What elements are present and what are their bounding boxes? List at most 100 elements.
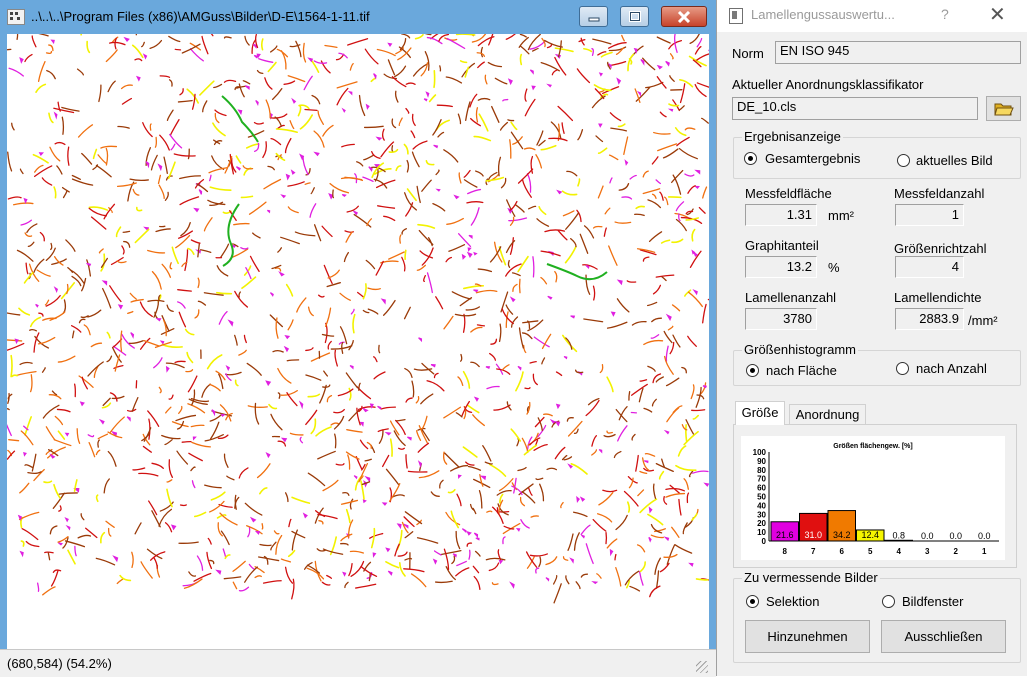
chart-value-label: 0.0 — [921, 531, 934, 541]
graphite-particle — [474, 253, 476, 255]
graphite-particle — [133, 189, 139, 195]
graphite-particle — [165, 192, 168, 200]
radio-selection-label[interactable]: Selektion — [766, 594, 819, 609]
graphite-particle — [535, 418, 544, 427]
graphite-particle — [142, 42, 145, 46]
graphite-particle — [459, 173, 461, 183]
graphite-particle — [691, 385, 694, 399]
chart-y-tick-label: 10 — [757, 528, 766, 537]
graphite-particle — [599, 148, 607, 153]
graphite-particle — [383, 455, 389, 466]
micrograph-view[interactable] — [7, 34, 709, 649]
graphite-particle — [127, 417, 130, 420]
radio-current-image-label[interactable]: aktuelles Bild — [916, 153, 993, 168]
graphite-particle — [49, 113, 53, 122]
graphite-particle — [241, 248, 248, 249]
radio-by-count-label[interactable]: nach Anzahl — [916, 361, 987, 376]
image-file-icon[interactable] — [7, 9, 25, 25]
help-button[interactable]: ? — [941, 6, 949, 22]
graphite-particle — [576, 582, 580, 589]
graphite-particle — [225, 157, 232, 173]
graphite-particle — [234, 224, 249, 225]
graphite-particle — [135, 523, 141, 534]
graphite-particle — [108, 452, 116, 467]
graphite-particle — [405, 307, 411, 318]
tab-size[interactable]: Größe — [735, 401, 785, 425]
graphite-particle — [558, 231, 567, 240]
radio-image-window-label[interactable]: Bildfenster — [902, 594, 963, 609]
graphite-particle — [159, 185, 164, 198]
graphite-particle — [592, 96, 605, 107]
radio-by-count[interactable] — [896, 362, 909, 375]
graphite-particle — [189, 572, 196, 576]
graphite-particle — [66, 433, 68, 435]
graphite-particle — [489, 34, 494, 45]
radio-selection[interactable] — [746, 595, 759, 608]
radio-current-image[interactable] — [897, 154, 910, 167]
graphite-particle — [366, 260, 374, 268]
classifier-label: Aktueller Anordnungsklassifikator — [732, 77, 924, 92]
graphite-particle — [159, 509, 171, 526]
graphite-particle — [221, 244, 229, 257]
resize-grip-icon[interactable] — [696, 661, 708, 673]
radio-by-area[interactable] — [746, 364, 759, 377]
image-window-titlebar[interactable]: ..\..\..\Program Files (x86)\AMGuss\Bild… — [0, 0, 716, 34]
minimize-button[interactable] — [579, 6, 608, 27]
graphite-particle — [605, 208, 610, 214]
graphite-particle — [471, 119, 481, 126]
radio-overall-result[interactable] — [744, 152, 757, 165]
graphite-particle — [48, 447, 66, 458]
evaluation-dialog: Lamellengussauswertu... ? ✕ Norm EN ISO … — [716, 0, 1027, 676]
graphite-particle — [195, 310, 199, 318]
graphite-particle — [7, 418, 11, 435]
graphite-particle — [87, 260, 91, 276]
graphite-particle — [327, 283, 340, 287]
open-classifier-button[interactable] — [986, 96, 1021, 121]
graphite-particle — [522, 438, 527, 452]
graphite-particle — [433, 204, 445, 211]
graphite-particle — [9, 440, 19, 441]
close-button[interactable] — [661, 6, 707, 27]
graphite-particle — [525, 89, 527, 101]
add-button[interactable]: Hinzunehmen — [745, 620, 870, 653]
maximize-button[interactable] — [620, 6, 649, 27]
graphite-particle — [233, 582, 236, 589]
graphite-particle — [327, 396, 331, 402]
graphite-particle — [406, 398, 412, 402]
tab-arrangement[interactable]: Anordnung — [789, 404, 866, 425]
graphite-particle — [57, 409, 70, 411]
graphite-particle — [167, 305, 173, 311]
graphite-particle — [256, 101, 258, 105]
graphite-particle — [245, 86, 249, 89]
graphite-particle — [58, 431, 64, 439]
graphite-particle — [478, 99, 489, 101]
graphite-particle — [516, 372, 523, 391]
graphite-particle — [407, 161, 408, 172]
graphite-particle — [378, 206, 395, 208]
dialog-app-icon — [729, 8, 743, 24]
graphite-particle — [191, 467, 195, 470]
graphite-particle — [50, 147, 60, 161]
exclude-button[interactable]: Ausschließen — [881, 620, 1006, 653]
graphite-particle — [662, 459, 665, 466]
graphite-particle — [557, 372, 562, 375]
graphite-particle — [103, 289, 111, 308]
graphite-particle — [696, 171, 700, 174]
radio-overall-result-label[interactable]: Gesamtergebnis — [765, 151, 860, 166]
graphite-particle — [176, 236, 190, 248]
dialog-close-button[interactable]: ✕ — [989, 2, 1006, 27]
graphite-particle — [640, 380, 646, 381]
graphite-particle-green — [222, 96, 258, 142]
graphite-particle — [499, 157, 501, 175]
dialog-titlebar[interactable]: Lamellengussauswertu... ? ✕ — [717, 0, 1027, 32]
radio-image-window[interactable] — [882, 595, 895, 608]
graphite-particle — [267, 453, 270, 457]
graphite-particle — [648, 302, 657, 305]
chart-category-label: 5 — [868, 547, 873, 556]
radio-by-area-label[interactable]: nach Fläche — [766, 363, 837, 378]
graphite-particle — [245, 567, 258, 582]
graphite-particle — [477, 53, 484, 57]
graphite-particle — [249, 564, 254, 569]
graphite-particle — [416, 397, 418, 403]
graphite-particle — [25, 233, 31, 236]
